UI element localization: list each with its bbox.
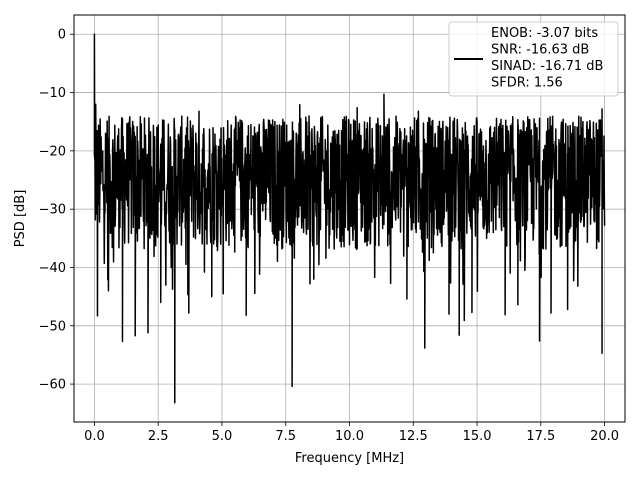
- x-tick-label: 20.0: [590, 429, 619, 444]
- x-tick-label: 5.0: [212, 429, 233, 444]
- x-tick-label: 2.5: [148, 429, 169, 444]
- legend-sinad: SINAD: -16.71 dB: [491, 59, 603, 74]
- y-tick-label: −50: [39, 319, 66, 334]
- y-tick-label: −60: [39, 378, 66, 393]
- x-tick-label: 12.5: [399, 429, 428, 444]
- legend-box: [448, 21, 619, 97]
- y-tick-label: −30: [39, 203, 66, 218]
- series-layer: [93, 33, 606, 404]
- legend-sfdr: SFDR: 1.56: [491, 76, 563, 91]
- y-tick-label: −20: [39, 144, 66, 159]
- psd-series-line: [93, 33, 606, 404]
- x-axis-label: Frequency [MHz]: [295, 451, 404, 466]
- legend-enob: ENOB: -3.07 bits: [491, 26, 598, 41]
- y-tick-label: −40: [39, 261, 66, 276]
- legend: ENOB: -3.07 bits SNR: -16.63 dB SINAD: -…: [448, 21, 619, 97]
- y-tick-label: 0: [58, 28, 66, 43]
- legend-snr: SNR: -16.63 dB: [491, 43, 589, 58]
- y-tick-label: −10: [39, 86, 66, 101]
- x-tick-label: 15.0: [463, 429, 492, 444]
- x-tick-label: 10.0: [335, 429, 364, 444]
- x-tick-label: 17.5: [526, 429, 555, 444]
- x-tick-label: 0.0: [84, 429, 105, 444]
- tick-layer: 0.0 2.5 5.0 7.5 10.0 12.5 15.0 17.5 20.0 0 −10 −20 −…: [39, 28, 620, 444]
- x-tick-label: 7.5: [275, 429, 296, 444]
- y-axis-label: PSD [dB]: [13, 190, 28, 248]
